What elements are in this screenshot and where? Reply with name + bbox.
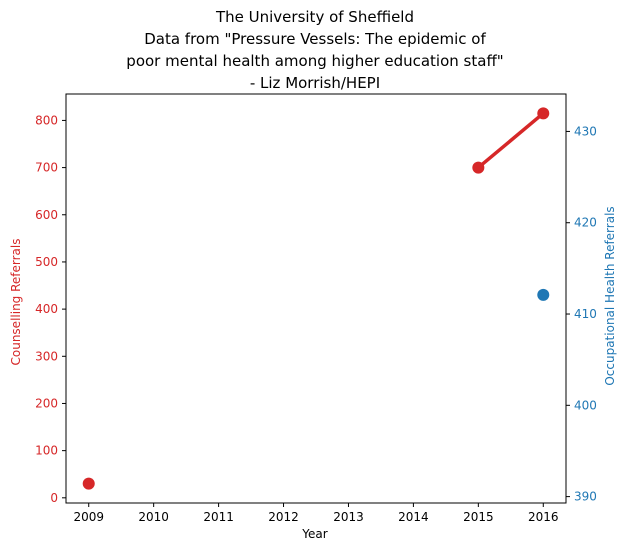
y-left-tick-label: 200 [35, 396, 58, 410]
y-left-tick-label: 400 [35, 302, 58, 316]
chart-title: The University of Sheffield Data from "P… [126, 8, 503, 92]
y-right-tick-label: 420 [574, 216, 597, 230]
x-tick-label: 2016 [528, 510, 559, 524]
title-line-4: - Liz Morrish/HEPI [250, 74, 380, 92]
y-right-tick-label: 410 [574, 307, 597, 321]
x-tick-label: 2015 [463, 510, 494, 524]
y-right-tick-label: 430 [574, 124, 597, 138]
data-point [472, 161, 485, 174]
plot-area: 2009 2010 2011 2012 2013 2014 2015 2016 0 100 200 3… [35, 93, 597, 524]
y-left-tick-label: 300 [35, 349, 58, 363]
x-tick-label: 2011 [203, 510, 234, 524]
data-point [82, 477, 95, 490]
x-tick-label: 2009 [73, 510, 104, 524]
plot-frame [65, 93, 567, 504]
title-line-3: poor mental health among higher educatio… [126, 52, 503, 70]
title-line-1: The University of Sheffield [215, 8, 414, 26]
y-right-tick-label: 390 [574, 490, 597, 504]
x-tick-label: 2013 [333, 510, 364, 524]
y-axis-left-label: Counselling Referrals [9, 239, 23, 366]
x-tick-label: 2014 [398, 510, 429, 524]
y-right-tick-label: 400 [574, 398, 597, 412]
y-left-tick-label: 600 [35, 208, 58, 222]
series-line [476, 111, 546, 170]
y-left-tick-label: 100 [35, 444, 58, 458]
y-left-tick-label: 500 [35, 255, 58, 269]
y-left-tick-label: 700 [35, 161, 58, 175]
y-left-tick-label: 800 [35, 113, 58, 127]
title-line-2: Data from "Pressure Vessels: The epidemi… [144, 30, 486, 48]
x-tick-label: 2010 [138, 510, 169, 524]
x-tick-label: 2012 [268, 510, 299, 524]
data-point [537, 288, 550, 301]
x-axis-label: Year [301, 527, 327, 541]
data-point [537, 107, 550, 120]
y-axis-right-label: Occupational Health Referrals [603, 206, 617, 385]
y-left-tick-label: 0 [50, 491, 58, 505]
